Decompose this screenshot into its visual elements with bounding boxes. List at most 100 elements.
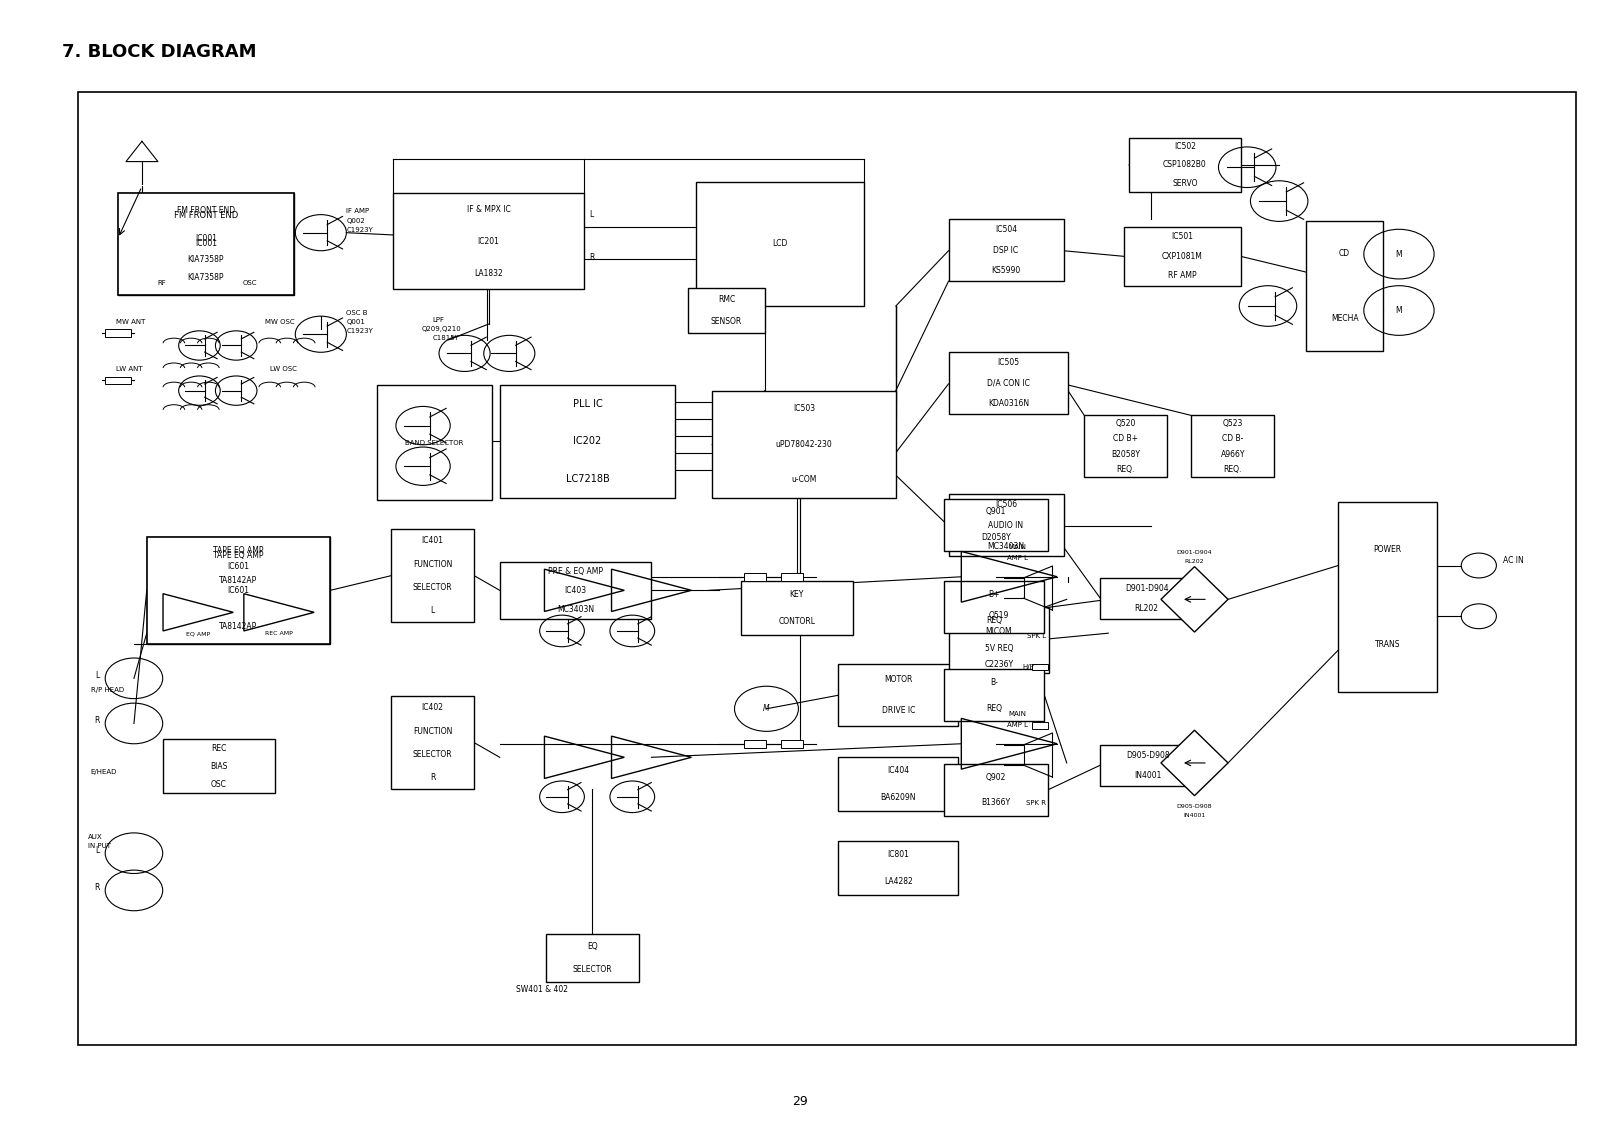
Text: u-COM: u-COM	[792, 475, 816, 484]
Text: B1366Y: B1366Y	[981, 798, 1010, 808]
Text: CONTORL: CONTORL	[778, 618, 816, 627]
Bar	[696, 182, 864, 307]
Text: M: M	[1395, 307, 1402, 316]
Text: M: M	[763, 705, 770, 714]
Text: TA8142AP: TA8142AP	[219, 622, 258, 631]
Text: L: L	[589, 210, 594, 219]
Bar	[78, 92, 1576, 1045]
Text: L: L	[94, 672, 99, 681]
Text: B+: B+	[989, 589, 1000, 598]
Text: TAPE EQ AMP: TAPE EQ AMP	[213, 545, 264, 554]
Text: IF AMP: IF AMP	[346, 208, 370, 215]
Text: L: L	[94, 846, 99, 855]
Text: C1923Y: C1923Y	[346, 226, 373, 233]
Text: Q902: Q902	[986, 772, 1006, 782]
Text: Q523: Q523	[1222, 418, 1243, 428]
Text: LA1832: LA1832	[474, 268, 502, 277]
Text: IN PUT: IN PUT	[88, 843, 110, 848]
Text: POWER: POWER	[1374, 545, 1402, 554]
Bar	[781, 572, 803, 580]
Bar	[712, 390, 896, 498]
Text: IC202: IC202	[573, 437, 602, 447]
Bar	[944, 765, 1048, 815]
Text: Q520: Q520	[1115, 418, 1136, 428]
Text: LW OSC: LW OSC	[270, 366, 296, 372]
Text: EQ AMP: EQ AMP	[186, 631, 210, 637]
Text: FUNCTION: FUNCTION	[413, 726, 453, 735]
Text: IC401: IC401	[422, 536, 443, 545]
Text: CSP1082B0: CSP1082B0	[1163, 161, 1206, 170]
Bar	[1085, 415, 1168, 477]
Text: CD B+: CD B+	[1114, 434, 1138, 443]
Text: MOTOR: MOTOR	[885, 675, 912, 683]
Text: MAIN: MAIN	[1008, 544, 1026, 550]
Text: IC601: IC601	[227, 562, 250, 571]
Text: TAPE EQ AMP: TAPE EQ AMP	[213, 551, 264, 560]
Text: REQ: REQ	[986, 615, 1002, 624]
Text: TA8142AP: TA8142AP	[219, 576, 258, 585]
Text: Q901: Q901	[986, 508, 1006, 517]
Text: CXP1081M: CXP1081M	[1162, 252, 1203, 261]
Text: C2236Y: C2236Y	[984, 661, 1013, 670]
Text: Q519: Q519	[989, 611, 1010, 620]
Text: FM FRONT END: FM FRONT END	[176, 206, 235, 215]
Bar	[1192, 415, 1274, 477]
Text: IC001: IC001	[195, 234, 218, 243]
Text: BIAS: BIAS	[210, 762, 227, 771]
Text: D905-D908: D905-D908	[1176, 804, 1213, 809]
Text: DSP IC: DSP IC	[994, 245, 1019, 254]
Text: LCD: LCD	[773, 240, 787, 249]
Text: IC404: IC404	[886, 767, 909, 776]
Bar	[499, 385, 675, 498]
Bar	[1032, 664, 1048, 671]
Bar	[1338, 502, 1437, 692]
Text: H/P: H/P	[1022, 664, 1034, 671]
Bar	[118, 193, 294, 295]
Text: RF: RF	[157, 279, 166, 285]
Text: MW OSC: MW OSC	[266, 319, 294, 325]
Text: BAND SELECTOR: BAND SELECTOR	[405, 440, 464, 446]
Bar	[106, 377, 131, 385]
Text: OSC B: OSC B	[346, 310, 368, 316]
Bar	[1130, 138, 1242, 192]
Text: IF & MPX IC: IF & MPX IC	[467, 205, 510, 214]
Bar	[949, 219, 1064, 282]
Text: REQ.: REQ.	[1224, 465, 1242, 474]
Bar	[392, 193, 584, 290]
Text: FUNCTION: FUNCTION	[413, 560, 453, 569]
Polygon shape	[1162, 731, 1229, 795]
Text: SPK R: SPK R	[1026, 800, 1046, 805]
Text: OSC: OSC	[243, 279, 258, 285]
Text: IC201: IC201	[478, 236, 499, 245]
Text: D901-D904: D901-D904	[1176, 550, 1213, 555]
Bar	[1101, 578, 1194, 619]
Text: R: R	[94, 883, 99, 892]
Bar	[688, 288, 765, 334]
Text: IC506: IC506	[995, 500, 1018, 509]
Bar	[163, 740, 275, 794]
Text: CD B-: CD B-	[1222, 434, 1243, 443]
Text: LW ANT: LW ANT	[117, 366, 142, 372]
Text: SPK L: SPK L	[1027, 632, 1046, 639]
Text: CD: CD	[1339, 249, 1350, 258]
Text: PLL IC: PLL IC	[573, 399, 603, 408]
Text: IC403: IC403	[565, 586, 587, 595]
Text: TRANS: TRANS	[1374, 640, 1400, 649]
Text: IC505: IC505	[997, 359, 1019, 368]
Text: D905-D908: D905-D908	[1126, 751, 1170, 760]
Text: B-: B-	[990, 677, 998, 687]
Text: IC504: IC504	[995, 225, 1018, 234]
Bar	[744, 572, 766, 580]
Text: AMP L: AMP L	[1006, 722, 1027, 728]
Text: SELECTOR: SELECTOR	[413, 750, 453, 759]
Bar	[118, 193, 294, 295]
Text: MECHA: MECHA	[1331, 314, 1358, 323]
Bar	[390, 697, 474, 789]
Text: IC001: IC001	[195, 240, 218, 249]
Text: D2058Y: D2058Y	[981, 534, 1011, 543]
Text: FM FRONT END: FM FRONT END	[174, 211, 238, 221]
Text: SELECTOR: SELECTOR	[413, 582, 453, 592]
Text: LPF: LPF	[432, 317, 445, 322]
Text: SENSOR: SENSOR	[710, 318, 742, 327]
Text: Q002: Q002	[346, 217, 365, 224]
